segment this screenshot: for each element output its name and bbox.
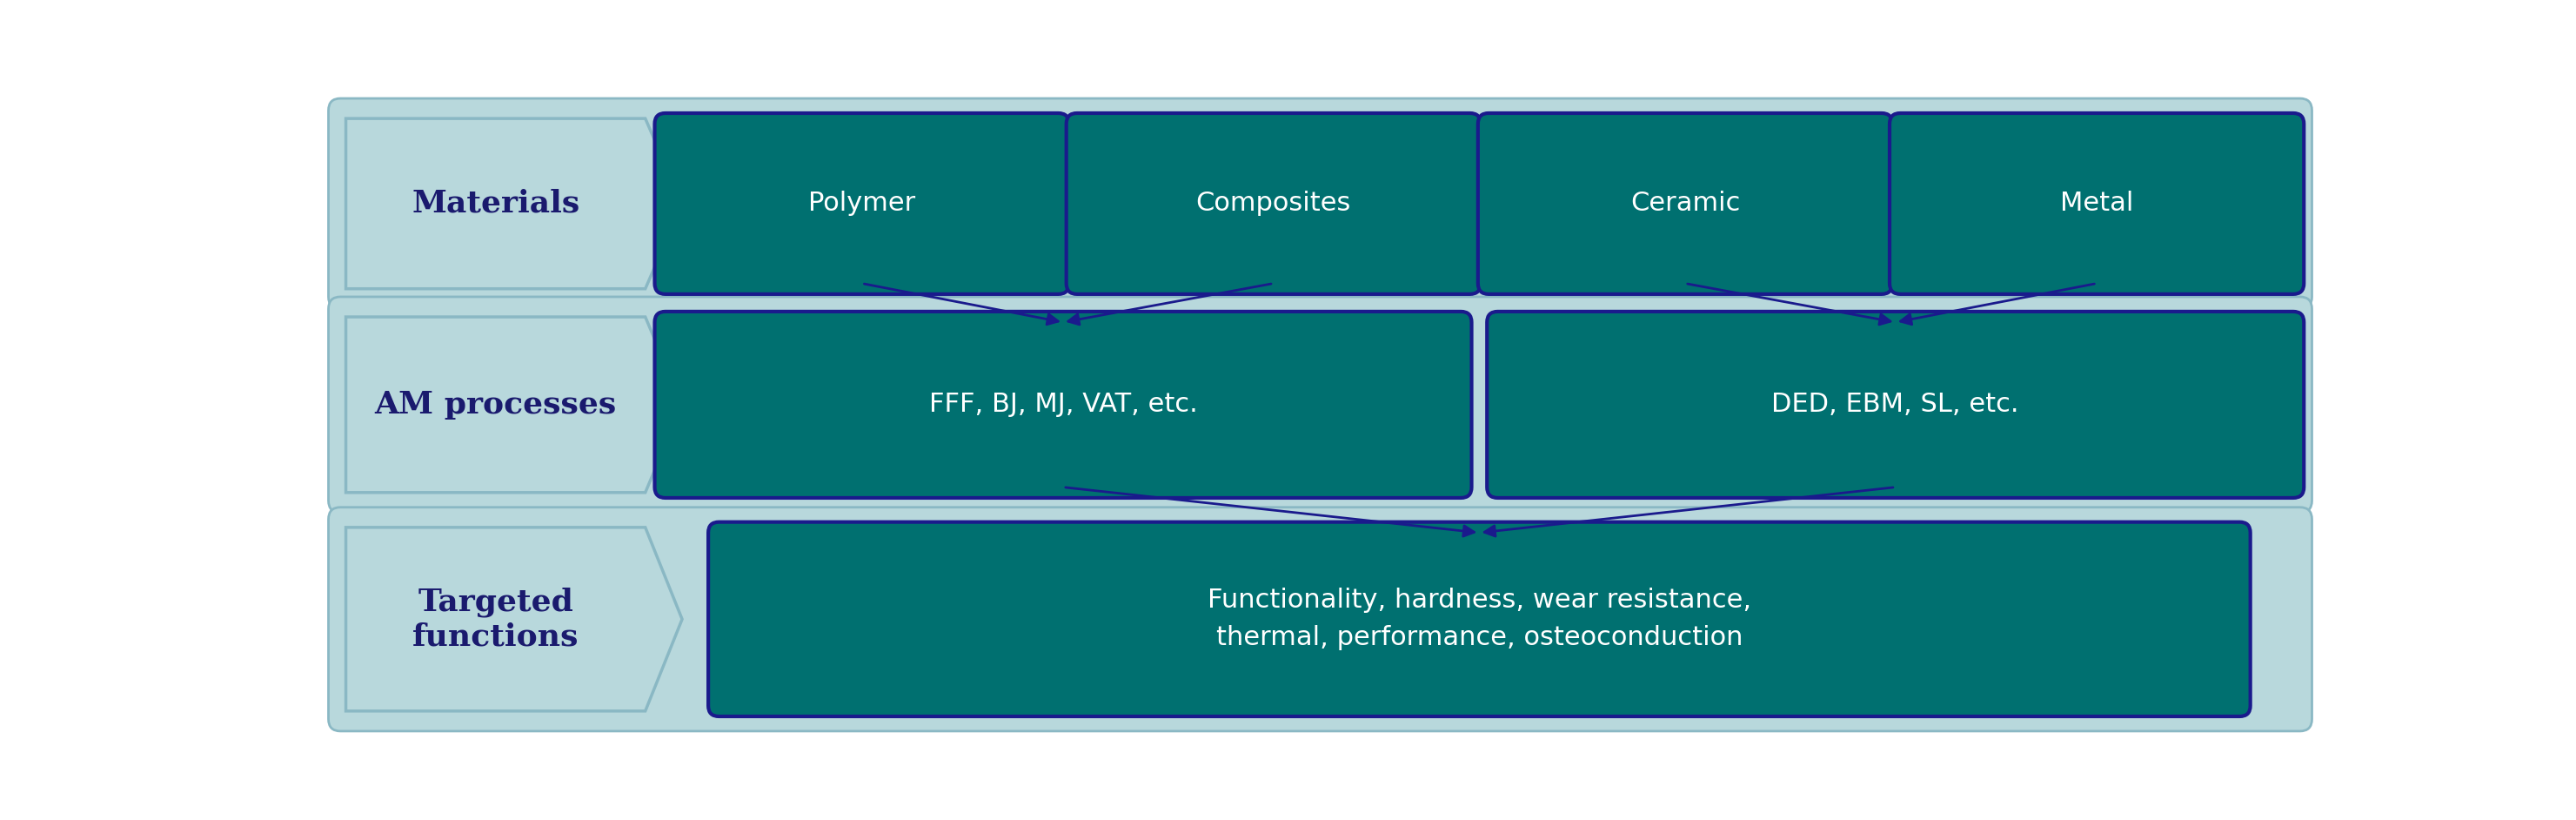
Polygon shape xyxy=(345,317,683,493)
FancyBboxPatch shape xyxy=(654,312,1471,498)
Polygon shape xyxy=(345,527,683,711)
Text: Targeted
functions: Targeted functions xyxy=(412,587,580,651)
FancyBboxPatch shape xyxy=(1891,113,2303,294)
Text: FFF, BJ, MJ, VAT, etc.: FFF, BJ, MJ, VAT, etc. xyxy=(930,392,1198,417)
Text: AM processes: AM processes xyxy=(374,390,616,420)
FancyBboxPatch shape xyxy=(330,508,2313,731)
Text: Polymer: Polymer xyxy=(809,191,914,216)
FancyBboxPatch shape xyxy=(330,98,2313,309)
Text: Composites: Composites xyxy=(1195,191,1350,216)
FancyBboxPatch shape xyxy=(330,297,2313,512)
FancyBboxPatch shape xyxy=(654,113,1069,294)
Text: Metal: Metal xyxy=(2061,191,2133,216)
Text: Functionality, hardness, wear resistance,
thermal, performance, osteoconduction: Functionality, hardness, wear resistance… xyxy=(1208,588,1752,650)
FancyBboxPatch shape xyxy=(1486,312,2303,498)
Text: Materials: Materials xyxy=(412,189,580,218)
Text: Ceramic: Ceramic xyxy=(1631,191,1741,216)
Polygon shape xyxy=(345,119,683,289)
FancyBboxPatch shape xyxy=(1066,113,1481,294)
FancyBboxPatch shape xyxy=(1479,113,1893,294)
FancyBboxPatch shape xyxy=(708,522,2251,717)
Text: DED, EBM, SL, etc.: DED, EBM, SL, etc. xyxy=(1772,392,2020,417)
